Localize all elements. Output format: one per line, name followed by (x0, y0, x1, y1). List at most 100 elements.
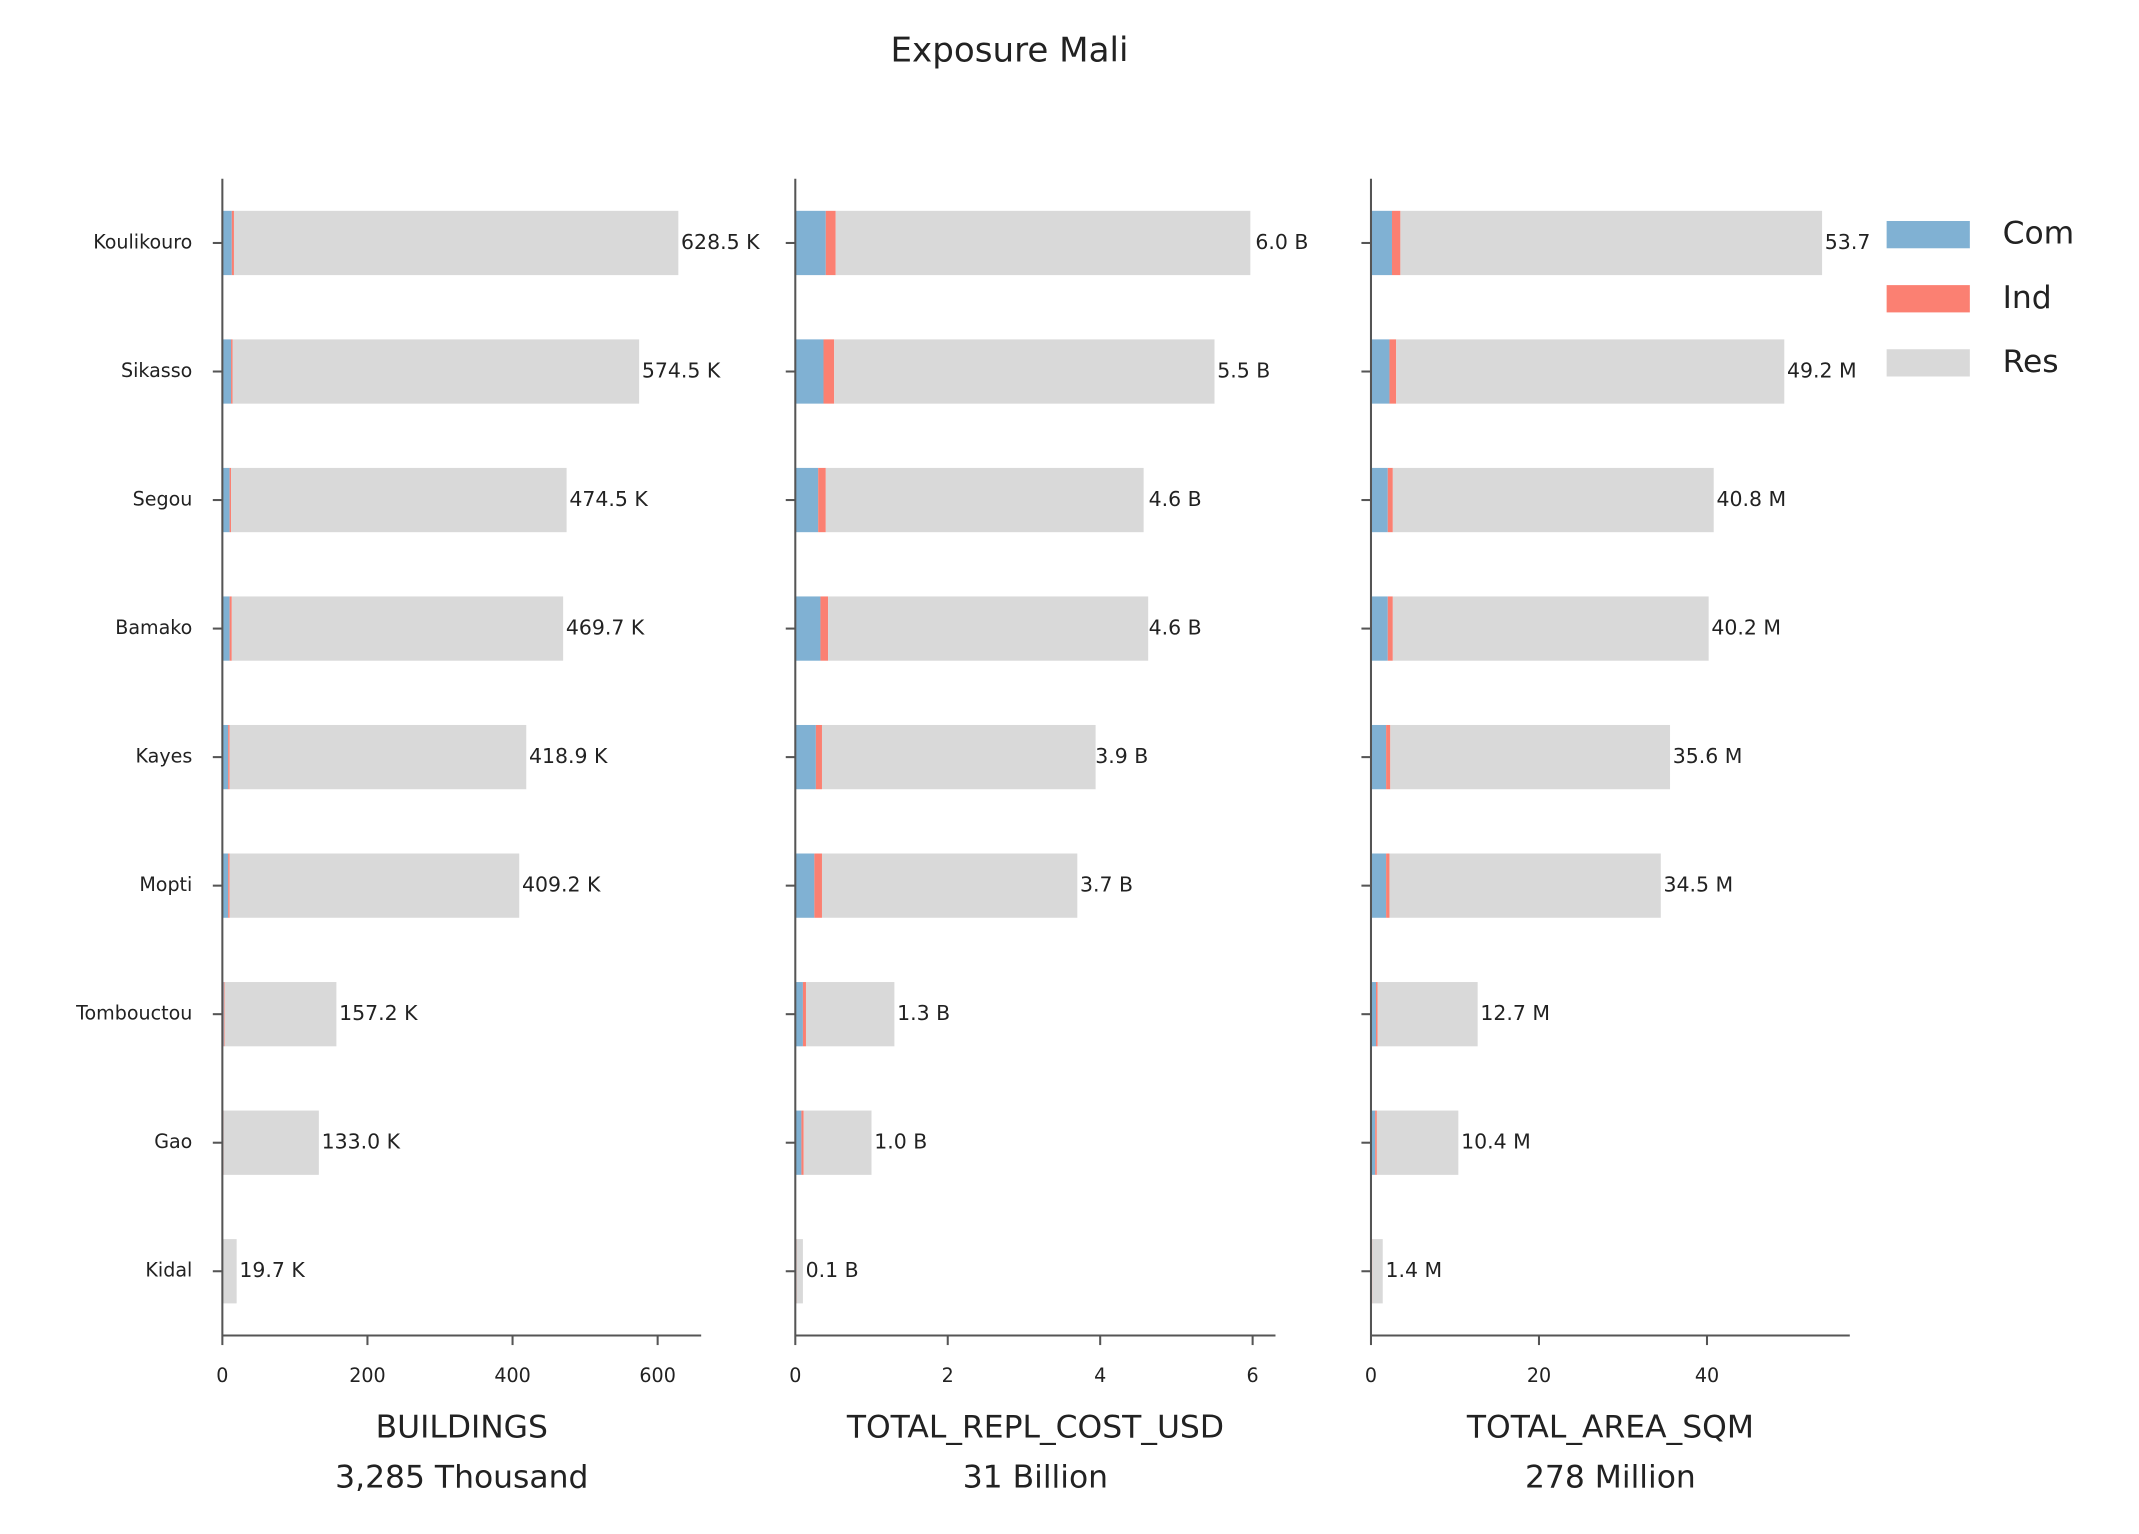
bar-segment (222, 724, 229, 790)
value-label: 19.7 K (239, 1258, 305, 1282)
x-axis-total: 3,285 Thousand (335, 1460, 588, 1496)
value-label: 1.4 M (1385, 1258, 1442, 1282)
bar-segment (223, 1110, 319, 1175)
bar-segment (1370, 596, 1388, 661)
value-label: 157.2 K (339, 1001, 418, 1025)
bar-segment (828, 596, 1149, 661)
x-tick-label: 0 (216, 1364, 228, 1387)
bar-segment (231, 339, 233, 404)
value-label: 12.7 M (1480, 1001, 1550, 1025)
bar-segment (815, 724, 822, 790)
bar-segment (795, 339, 824, 404)
x-tick-label: 40 (1695, 1364, 1719, 1387)
bar-segment (814, 853, 822, 918)
y-tick-label: Sikasso (121, 359, 192, 382)
bar-segment (1370, 210, 1392, 276)
bar-segment (820, 596, 829, 661)
bar-segment (1370, 1110, 1376, 1175)
x-tick-label: 2 (942, 1364, 954, 1387)
bar-segment (1396, 339, 1785, 404)
bar-segment (795, 853, 815, 918)
x-tick-label: 4 (1094, 1364, 1106, 1387)
y-tick-label: Mopti (139, 873, 192, 896)
value-label: 574.5 K (642, 359, 721, 383)
value-label: 418.9 K (529, 744, 608, 768)
bar-segment (795, 467, 819, 533)
bar-segment (1389, 853, 1661, 918)
x-tick-label: 6 (1247, 1364, 1259, 1387)
bar-segment (802, 982, 806, 1047)
bar-segment (229, 853, 520, 918)
bar-segment (228, 853, 230, 918)
bar-segment (795, 596, 821, 661)
bar-segment (224, 982, 337, 1047)
value-label: 35.6 M (1673, 744, 1743, 768)
bar-segment (222, 339, 232, 404)
bar-segment (803, 1110, 872, 1175)
y-tick-label: Kayes (136, 745, 193, 768)
value-label: 4.6 B (1149, 487, 1202, 511)
value-label: 34.5 M (1664, 873, 1734, 897)
x-axis-label: TOTAL_REPL_COST_USD (846, 1409, 1224, 1445)
value-label: 5.5 B (1217, 359, 1270, 383)
bar-segment (825, 210, 836, 276)
bar-segment (231, 467, 567, 533)
value-label: 409.2 K (522, 873, 601, 897)
bar-segment (1372, 1239, 1383, 1304)
x-tick-label: 600 (639, 1364, 675, 1387)
bar-segment (1392, 467, 1714, 533)
bar-segment (231, 596, 564, 661)
value-label: 628.5 K (681, 230, 760, 254)
value-label: 3.9 B (1095, 744, 1148, 768)
x-axis-label: BUILDINGS (376, 1409, 548, 1445)
x-tick-label: 400 (494, 1364, 530, 1387)
legend-label: Ind (2003, 280, 2052, 316)
y-tick-label: Segou (133, 488, 193, 511)
bar-segment (821, 724, 1096, 790)
bar-segment (795, 724, 816, 790)
bar-segment (229, 467, 232, 533)
y-tick-label: Koulikouro (93, 230, 192, 253)
value-label: 0.1 B (806, 1258, 859, 1282)
y-tick-label: Kidal (145, 1259, 192, 1282)
value-label: 6.0 B (1255, 230, 1308, 254)
bar-segment (222, 1239, 237, 1304)
bar-segment (1370, 339, 1390, 404)
bar-segment (1400, 210, 1823, 276)
bar-segment (825, 467, 1144, 533)
bar-segment (821, 853, 1078, 918)
y-tick-label: Tombouctou (75, 1002, 192, 1025)
value-label: 1.3 B (897, 1001, 950, 1025)
bar-segment (1370, 982, 1377, 1047)
legend-swatch (1886, 349, 1970, 377)
bar-segment (795, 1110, 802, 1175)
bar-segment (801, 1110, 804, 1175)
value-label: 40.8 M (1716, 487, 1786, 511)
bar-segment (228, 724, 230, 790)
bar-segment (229, 724, 527, 790)
bar-segment (805, 982, 895, 1047)
bar-segment (1376, 982, 1378, 1047)
bar-segment (795, 982, 803, 1047)
bar-segment (231, 210, 234, 276)
bar-segment (1392, 596, 1709, 661)
y-tick-label: Gao (154, 1130, 192, 1153)
value-label: 469.7 K (566, 616, 645, 640)
x-axis-total: 278 Million (1525, 1460, 1696, 1496)
value-label: 133.0 K (322, 1130, 401, 1154)
x-tick-label: 0 (789, 1364, 801, 1387)
legend-swatch (1886, 285, 1970, 313)
bar-segment (222, 853, 229, 918)
bar-segment (1391, 210, 1401, 276)
x-axis-total: 31 Billion (963, 1460, 1108, 1496)
legend-swatch (1886, 220, 1970, 249)
bar-segment (233, 210, 679, 276)
bar-segment (223, 982, 225, 1047)
bar-segment (1377, 982, 1478, 1047)
bar-segment (1370, 467, 1388, 533)
value-label: 49.2 M (1787, 359, 1857, 383)
x-tick-label: 20 (1527, 1364, 1551, 1387)
bar-segment (1386, 853, 1390, 918)
